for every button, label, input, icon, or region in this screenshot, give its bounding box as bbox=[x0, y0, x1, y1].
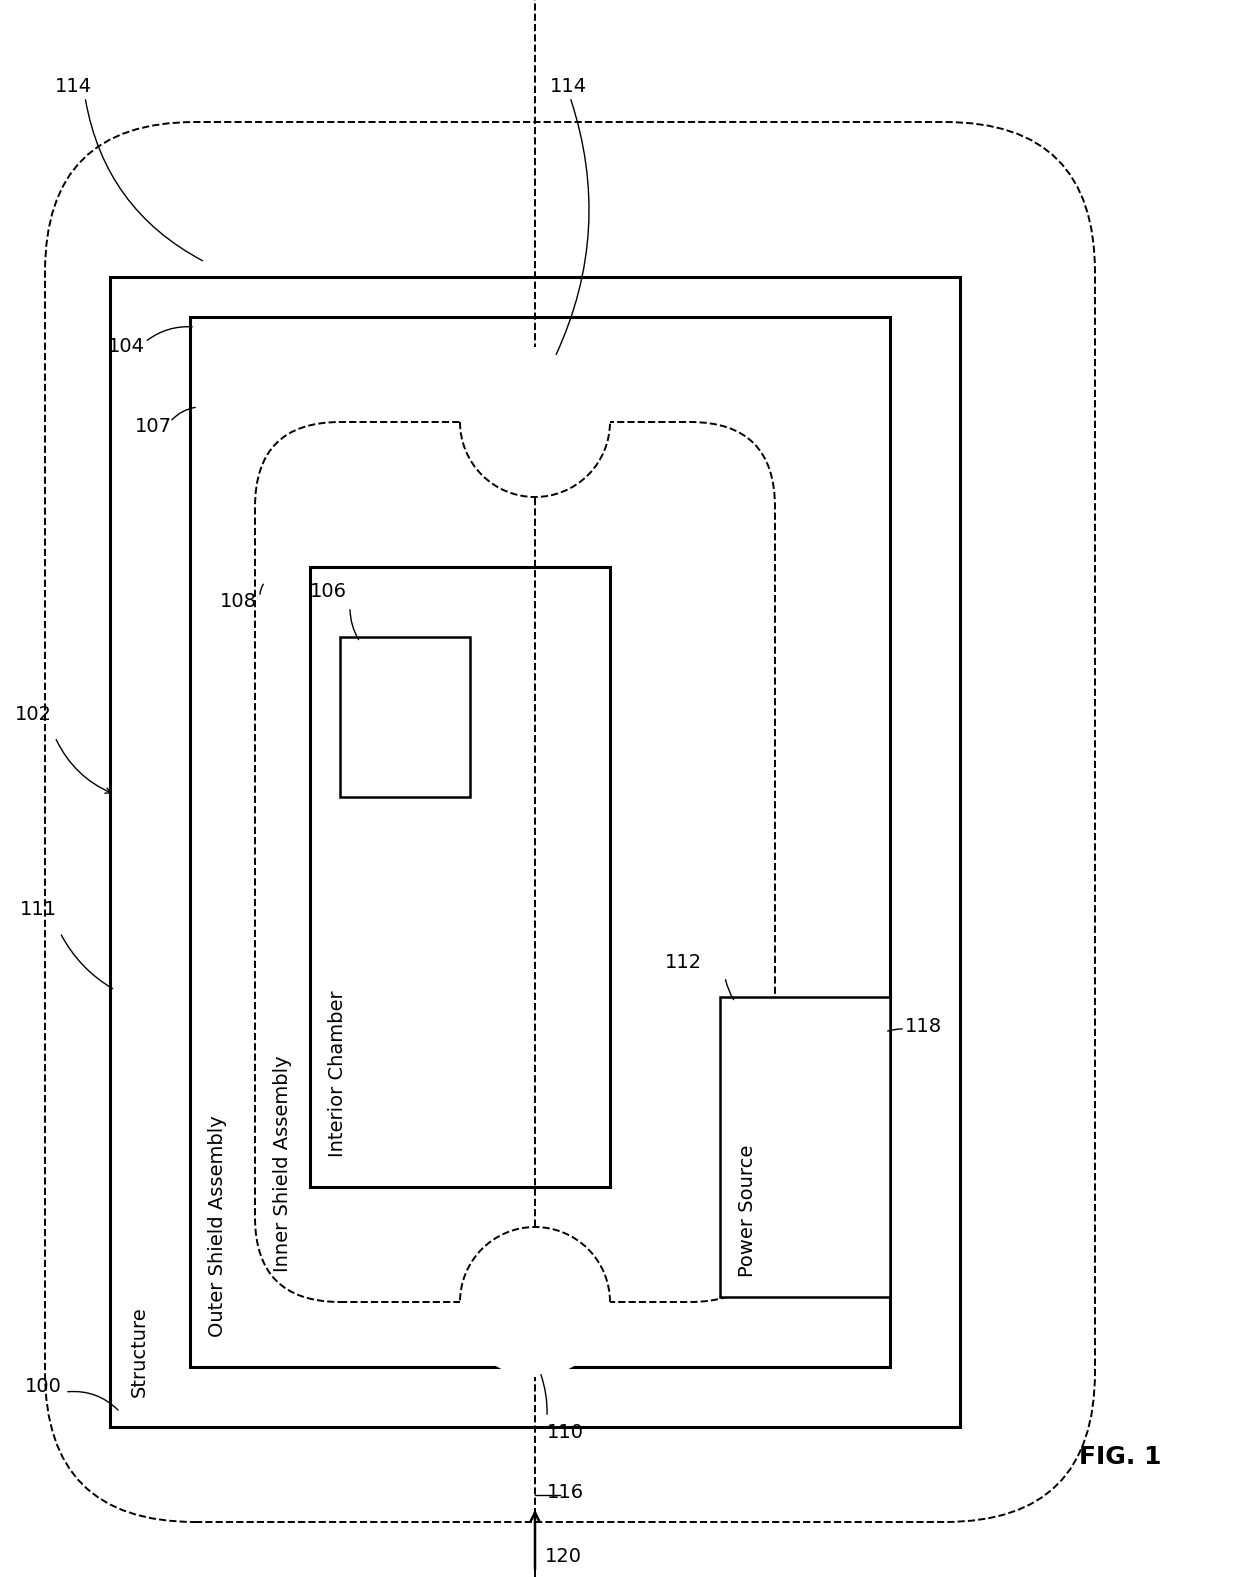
Bar bbox=[720, 997, 890, 1296]
Text: 112: 112 bbox=[665, 953, 702, 971]
Circle shape bbox=[460, 347, 610, 497]
Text: 114: 114 bbox=[55, 77, 92, 96]
Text: 100: 100 bbox=[25, 1377, 62, 1397]
Text: 116: 116 bbox=[547, 1482, 584, 1501]
Text: Inner Shield Assembly: Inner Shield Assembly bbox=[273, 1055, 291, 1273]
Bar bbox=[190, 317, 890, 1367]
Text: 107: 107 bbox=[135, 418, 172, 437]
Text: 114: 114 bbox=[551, 77, 587, 96]
Text: 104: 104 bbox=[108, 337, 145, 356]
Text: 118: 118 bbox=[905, 1017, 942, 1036]
Text: Power Source: Power Source bbox=[738, 1145, 756, 1277]
Circle shape bbox=[460, 1227, 610, 1377]
Text: 111: 111 bbox=[20, 900, 57, 919]
Text: Interior Chamber: Interior Chamber bbox=[329, 990, 347, 1158]
Text: 102: 102 bbox=[15, 705, 52, 724]
Text: 106: 106 bbox=[310, 582, 347, 601]
Text: 108: 108 bbox=[219, 593, 257, 612]
Text: Outer Shield Assembly: Outer Shield Assembly bbox=[208, 1115, 227, 1337]
Bar bbox=[310, 568, 610, 1187]
Text: FIG. 1: FIG. 1 bbox=[1079, 1445, 1161, 1470]
Bar bbox=[340, 637, 470, 796]
Text: 110: 110 bbox=[547, 1422, 584, 1441]
Bar bbox=[110, 278, 960, 1427]
Text: 120: 120 bbox=[546, 1547, 582, 1566]
Text: Structure: Structure bbox=[130, 1306, 149, 1397]
